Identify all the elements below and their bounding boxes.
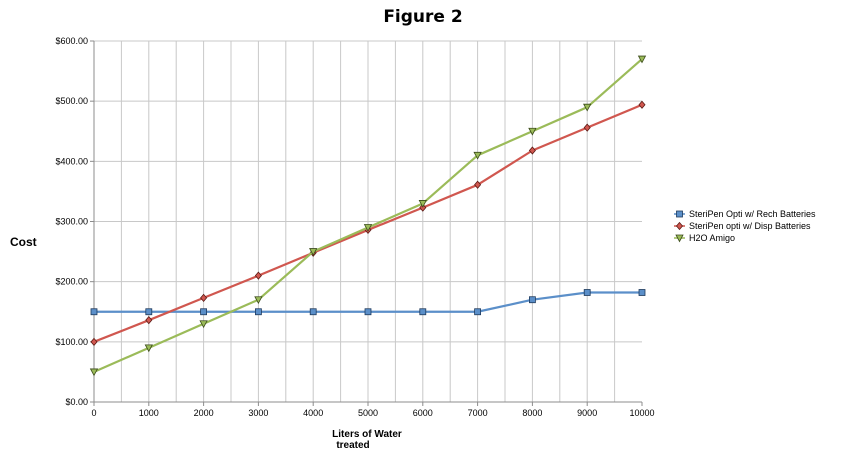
data-point [254,308,262,316]
x-axis-label-line-1: Liters of Water [332,429,402,440]
data-point [309,248,318,256]
x-tick-label: 5000 [358,408,378,418]
y-tick-label: $200.00 [55,277,88,287]
legend-item: SteriPen opti w/ Disp Batteries [674,221,811,231]
x-axis-label-line-2: treated [336,440,369,451]
data-point [254,296,263,305]
x-tick-label: 1000 [139,408,159,418]
x-tick-label: 7000 [468,408,488,418]
data-point [145,308,153,316]
data-point [200,293,208,303]
legend: SteriPen Opti w/ Rech Batteries SteriPen … [674,209,816,243]
data-point [200,308,208,316]
data-point [583,103,592,112]
data-point [89,368,99,377]
data-point [145,316,153,325]
x-tick-label: 9000 [577,408,597,418]
y-tick-labels: $0.00 $100.00 $200.00 $300.00 $400.00 $500.00… [55,36,88,407]
series [89,55,647,377]
data-point [583,123,591,132]
axes [90,40,643,406]
legend-marker [675,234,684,243]
data-point [528,127,537,136]
y-tick-label: $400.00 [55,156,88,166]
data-point [583,289,591,296]
y-tick-label: $0.00 [65,397,88,407]
data-point [528,146,536,155]
legend-item: SteriPen Opti w/ Rech Batteries [674,209,816,219]
data-point [529,296,536,304]
legend-label: SteriPen Opti w/ Rech Batteries [689,209,816,219]
chart-title: Figure 2 [383,7,462,27]
x-tick-label: 2000 [194,408,214,418]
x-tick-label: 6000 [413,408,433,418]
x-tick-labels: 0 1000 2000 3000 4000 5000 6000 7000 8000 9000 100… [91,408,654,418]
data-point [474,180,482,189]
data-point [638,289,646,296]
x-tick-label: 0 [91,408,96,418]
data-point [90,308,98,316]
legend-marker [676,210,683,218]
legend-item: H2O Amigo [674,233,735,243]
legend-label: H2O Amigo [689,233,735,243]
series-3 [89,55,647,377]
data-point [144,344,153,353]
grid [94,40,642,402]
y-tick-label: $100.00 [55,337,88,347]
data-point [363,224,373,232]
y-tick-label: $500.00 [55,96,88,106]
x-tick-label: 4000 [303,408,323,418]
x-tick-label: 10000 [629,408,654,418]
data-point [309,308,317,316]
data-point [364,308,372,316]
data-point [473,151,482,160]
legend-label: SteriPen opti w/ Disp Batteries [689,221,811,231]
x-tick-label: 3000 [248,408,268,418]
data-point [90,337,98,346]
y-axis-label: Cost [10,235,37,249]
data-point [199,320,208,329]
y-tick-label: $600.00 [55,36,88,46]
data-point [474,308,482,316]
series-1 [90,289,646,316]
data-point [418,200,427,208]
data-point [419,308,427,316]
x-tick-label: 8000 [522,408,542,418]
legend-marker [675,221,684,231]
data-point [638,100,646,109]
data-point [254,271,262,280]
y-tick-label: $300.00 [55,217,88,227]
data-point [637,55,647,64]
